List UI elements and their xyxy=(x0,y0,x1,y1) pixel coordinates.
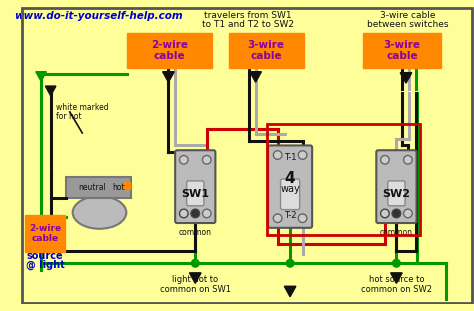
Circle shape xyxy=(298,214,307,223)
Circle shape xyxy=(202,209,211,218)
Circle shape xyxy=(180,209,188,218)
Circle shape xyxy=(403,156,412,164)
Polygon shape xyxy=(190,273,201,283)
FancyBboxPatch shape xyxy=(268,146,312,228)
Text: hot: hot xyxy=(112,183,125,192)
Text: hot source to: hot source to xyxy=(369,275,424,284)
Text: travelers from SW1: travelers from SW1 xyxy=(204,11,292,20)
Text: common on SW2: common on SW2 xyxy=(361,285,432,294)
Bar xyxy=(363,33,441,68)
Bar xyxy=(267,124,420,234)
Circle shape xyxy=(381,209,389,218)
Text: T-2: T-2 xyxy=(284,211,296,220)
Text: to T1 and T2 to SW2: to T1 and T2 to SW2 xyxy=(202,20,294,29)
Circle shape xyxy=(298,151,307,159)
Circle shape xyxy=(180,156,188,164)
Text: 2-wire
cable: 2-wire cable xyxy=(29,224,61,243)
Polygon shape xyxy=(46,86,56,96)
Polygon shape xyxy=(391,273,402,283)
Text: white marked: white marked xyxy=(56,103,109,112)
Bar xyxy=(25,215,65,252)
FancyBboxPatch shape xyxy=(187,181,204,206)
Text: between switches: between switches xyxy=(367,20,449,29)
Circle shape xyxy=(191,259,199,267)
Text: 3-wire
cable: 3-wire cable xyxy=(383,40,420,61)
FancyBboxPatch shape xyxy=(281,179,300,210)
Text: neutral: neutral xyxy=(78,183,106,192)
Bar xyxy=(229,33,303,68)
Circle shape xyxy=(273,151,282,159)
Polygon shape xyxy=(400,73,412,83)
Text: common: common xyxy=(380,228,413,237)
Polygon shape xyxy=(36,72,46,81)
FancyBboxPatch shape xyxy=(388,181,405,206)
Text: SW1: SW1 xyxy=(181,189,209,199)
Circle shape xyxy=(286,259,294,267)
Circle shape xyxy=(403,209,412,218)
Text: @ light: @ light xyxy=(26,260,64,270)
Ellipse shape xyxy=(73,196,126,229)
Text: 2-wire
cable: 2-wire cable xyxy=(151,40,188,61)
Text: source: source xyxy=(27,251,63,261)
FancyBboxPatch shape xyxy=(175,150,215,223)
Polygon shape xyxy=(284,286,296,297)
Text: 3-wire cable: 3-wire cable xyxy=(380,11,436,20)
Circle shape xyxy=(273,214,282,223)
Bar xyxy=(123,182,130,188)
Text: way: way xyxy=(280,183,300,193)
Text: SW2: SW2 xyxy=(383,189,410,199)
Bar xyxy=(66,177,131,198)
Circle shape xyxy=(392,209,401,218)
Text: common on SW1: common on SW1 xyxy=(160,285,231,294)
FancyBboxPatch shape xyxy=(376,150,417,223)
Text: for hot: for hot xyxy=(56,112,82,121)
Circle shape xyxy=(392,259,400,267)
Circle shape xyxy=(381,156,389,164)
Text: T-1: T-1 xyxy=(284,153,296,162)
Text: 3-wire
cable: 3-wire cable xyxy=(247,40,285,61)
Text: www.do-it-yourself-help.com: www.do-it-yourself-help.com xyxy=(14,11,183,21)
Circle shape xyxy=(191,209,200,218)
Text: light hot to: light hot to xyxy=(172,275,219,284)
Text: 4: 4 xyxy=(285,171,295,187)
Circle shape xyxy=(202,156,211,164)
Text: common: common xyxy=(179,228,212,237)
Polygon shape xyxy=(250,72,261,82)
Bar xyxy=(127,33,211,68)
Polygon shape xyxy=(163,72,174,82)
